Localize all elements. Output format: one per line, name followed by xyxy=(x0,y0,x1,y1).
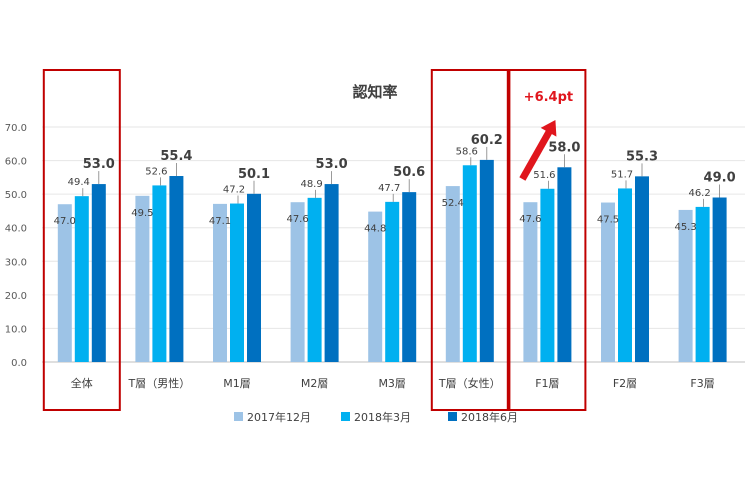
y-tick-label: 60.0 xyxy=(5,157,27,168)
category-label: 全体 xyxy=(71,376,93,390)
bars xyxy=(57,159,727,362)
bar xyxy=(601,202,615,362)
legend-swatch xyxy=(341,412,350,421)
highlight-boxes xyxy=(42,69,587,411)
annotation-arrow-shaft xyxy=(519,124,556,181)
y-tick-label: 50.0 xyxy=(5,190,27,201)
bar xyxy=(523,202,538,362)
data-label: 60.2 xyxy=(471,133,503,148)
bar xyxy=(290,202,305,362)
bar xyxy=(213,203,227,362)
data-label: 46.2 xyxy=(688,188,710,199)
bar xyxy=(135,195,150,362)
legend-label: 2018年3月 xyxy=(354,410,411,424)
bar xyxy=(385,201,400,362)
bar xyxy=(57,204,72,362)
bar xyxy=(540,188,555,362)
y-tick-label: 10.0 xyxy=(5,324,27,335)
highlight-box xyxy=(508,69,587,411)
bar xyxy=(479,159,494,362)
data-label: 47.0 xyxy=(54,216,76,227)
bar xyxy=(678,209,693,362)
bar xyxy=(230,203,244,362)
category-label: F1層 xyxy=(535,377,559,390)
bar xyxy=(91,184,106,362)
bar xyxy=(462,165,477,362)
data-label: 49.0 xyxy=(704,171,736,186)
data-label: 45.3 xyxy=(674,222,696,233)
y-axis-ticks: 0.0 10.0 20.0 30.0 40.0 50.0 60.0 70.0 xyxy=(5,123,27,369)
data-label: 58.6 xyxy=(456,146,478,157)
legend-label: 2017年12月 xyxy=(247,410,311,424)
increase-annotation: +6.4pt xyxy=(519,90,573,181)
data-label: 55.3 xyxy=(626,149,658,164)
data-labels: 47.0 49.4 53.0 49.5 52.6 55.4 47.1 47.2 50.1 47.6… xyxy=(54,133,736,235)
data-label: 51.7 xyxy=(611,169,633,180)
legend: 2017年12月 2018年3月 2018年6月 xyxy=(234,410,518,424)
category-label: F2層 xyxy=(613,377,637,390)
data-label: 53.0 xyxy=(83,157,115,172)
data-label: 44.8 xyxy=(364,224,386,235)
data-label: 49.4 xyxy=(68,177,90,188)
category-label: M1層 xyxy=(223,377,251,390)
category-labels: 全体 T層（男性） M1層 M2層 M3層 T層（女性） F1層 F2層 F3層 xyxy=(71,376,715,390)
data-label: 47.2 xyxy=(223,185,245,196)
category-label: M2層 xyxy=(301,377,329,390)
bar xyxy=(618,188,632,362)
bar xyxy=(324,184,339,362)
data-label: 47.7 xyxy=(378,183,400,194)
bar xyxy=(74,196,89,362)
bar xyxy=(402,192,417,362)
data-label: 55.4 xyxy=(160,149,192,164)
category-label: T層（女性） xyxy=(438,376,501,390)
data-label: 47.6 xyxy=(286,214,308,225)
data-label: 50.6 xyxy=(393,165,425,180)
y-tick-label: 40.0 xyxy=(5,224,27,235)
data-label: 47.6 xyxy=(519,214,541,225)
data-label: 47.5 xyxy=(597,215,619,226)
data-label: 53.0 xyxy=(316,157,348,172)
data-label: 52.4 xyxy=(442,198,464,209)
bar xyxy=(445,186,460,362)
bar xyxy=(712,197,727,362)
category-label: T層（男性） xyxy=(128,376,191,390)
bar xyxy=(635,176,649,362)
bar xyxy=(368,211,383,362)
y-tick-label: 30.0 xyxy=(5,257,27,268)
legend-swatch xyxy=(448,412,457,421)
y-tick-label: 0.0 xyxy=(11,358,27,369)
y-tick-label: 70.0 xyxy=(5,123,27,134)
highlight-box xyxy=(42,69,121,411)
bar xyxy=(557,167,572,362)
legend-label: 2018年6月 xyxy=(461,410,518,424)
bar xyxy=(152,185,167,362)
y-tick-label: 20.0 xyxy=(5,291,27,302)
data-label: 52.6 xyxy=(145,166,167,177)
data-label: 48.9 xyxy=(300,179,322,190)
data-label: 47.1 xyxy=(209,216,231,227)
bar xyxy=(307,197,322,362)
bar xyxy=(695,206,710,362)
bar xyxy=(247,193,261,362)
data-label: 49.5 xyxy=(131,208,153,219)
data-label: 51.6 xyxy=(533,170,555,181)
highlight-box xyxy=(430,69,509,411)
legend-swatch xyxy=(234,412,243,421)
bar xyxy=(169,176,184,362)
data-label: 50.1 xyxy=(238,167,270,182)
annotation-text: +6.4pt xyxy=(524,90,573,105)
category-label: F3層 xyxy=(690,377,714,390)
chart-title: 認知率 xyxy=(352,83,397,101)
annotation-arrow-head xyxy=(540,120,557,137)
data-label: 58.0 xyxy=(548,140,580,155)
category-label: M3層 xyxy=(378,377,406,390)
